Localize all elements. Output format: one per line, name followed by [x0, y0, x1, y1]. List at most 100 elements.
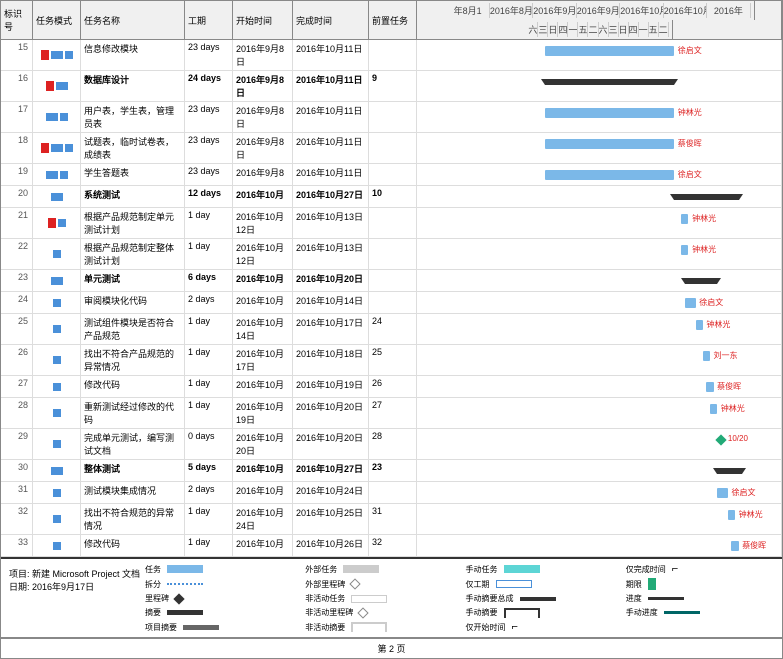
task-start[interactable]: 2016年10月17日 — [233, 345, 293, 375]
task-row[interactable]: 17 用户表，学生表，管理员表 23 days 2016年9月8日 2016年1… — [1, 102, 782, 133]
task-row[interactable]: 25 测试组件模块是否符合产品规范 1 day 2016年10月14日 2016… — [1, 314, 782, 345]
task-pred[interactable] — [369, 292, 417, 313]
task-pred[interactable]: 10 — [369, 186, 417, 207]
task-end[interactable]: 2016年10月11日 — [293, 133, 369, 163]
task-row[interactable]: 31 测试模块集成情况 2 days 2016年10月 2016年10月24日 … — [1, 482, 782, 504]
task-start[interactable]: 2016年10月19日 — [233, 398, 293, 428]
task-start[interactable]: 2016年9月8日 — [233, 40, 293, 70]
task-name[interactable]: 根据产品规范制定整体测试计划 — [81, 239, 185, 269]
task-pred[interactable]: 9 — [369, 71, 417, 101]
task-end[interactable]: 2016年10月11日 — [293, 40, 369, 70]
task-name[interactable]: 找出不符合规范的异常情况 — [81, 504, 185, 534]
task-name[interactable]: 数据库设计 — [81, 71, 185, 101]
task-duration[interactable]: 2 days — [185, 292, 233, 313]
task-row[interactable]: 27 修改代码 1 day 2016年10月 2016年10月19日 26 蔡俊… — [1, 376, 782, 398]
task-duration[interactable]: 1 day — [185, 239, 233, 269]
task-duration[interactable]: 2 days — [185, 482, 233, 503]
header-mode[interactable]: 任务模式 — [33, 1, 81, 39]
task-start[interactable]: 2016年10月14日 — [233, 314, 293, 344]
task-pred[interactable]: 31 — [369, 504, 417, 534]
task-duration[interactable]: 24 days — [185, 71, 233, 101]
task-pred[interactable]: 23 — [369, 460, 417, 481]
task-pred[interactable]: 24 — [369, 314, 417, 344]
task-pred[interactable] — [369, 133, 417, 163]
task-row[interactable]: 22 根据产品规范制定整体测试计划 1 day 2016年10月12日 2016… — [1, 239, 782, 270]
task-pred[interactable] — [369, 208, 417, 238]
gantt-cell[interactable]: 钟林光 — [417, 314, 782, 344]
task-name[interactable]: 试题表，临时试卷表，成绩表 — [81, 133, 185, 163]
task-pred[interactable] — [369, 482, 417, 503]
task-name[interactable]: 修改代码 — [81, 376, 185, 397]
task-pred[interactable]: 25 — [369, 345, 417, 375]
task-start[interactable]: 2016年10月12日 — [233, 239, 293, 269]
header-id[interactable]: 标识号 — [1, 1, 33, 39]
task-row[interactable]: 32 找出不符合规范的异常情况 1 day 2016年10月24日 2016年1… — [1, 504, 782, 535]
task-row[interactable]: 28 重新测试经过修改的代码 1 day 2016年10月19日 2016年10… — [1, 398, 782, 429]
task-end[interactable]: 2016年10月11日 — [293, 164, 369, 185]
task-start[interactable]: 2016年9月8 — [233, 164, 293, 185]
task-start[interactable]: 2016年9月8日 — [233, 102, 293, 132]
task-name[interactable]: 单元测试 — [81, 270, 185, 291]
gantt-cell[interactable]: 10/20 — [417, 429, 782, 459]
task-pred[interactable]: 26 — [369, 376, 417, 397]
task-name[interactable]: 系统测试 — [81, 186, 185, 207]
task-start[interactable]: 2016年10月 — [233, 292, 293, 313]
task-start[interactable]: 2016年10月 — [233, 186, 293, 207]
task-row[interactable]: 19 学生答题表 23 days 2016年9月8 2016年10月11日 徐启… — [1, 164, 782, 186]
task-start[interactable]: 2016年10月 — [233, 460, 293, 481]
gantt-cell[interactable]: 徐启文 — [417, 40, 782, 70]
task-row[interactable]: 16 数据库设计 24 days 2016年9月8日 2016年10月11日 9 — [1, 71, 782, 102]
task-end[interactable]: 2016年10月11日 — [293, 71, 369, 101]
header-name[interactable]: 任务名称 — [81, 1, 185, 39]
task-end[interactable]: 2016年10月11日 — [293, 102, 369, 132]
task-end[interactable]: 2016年10月13日 — [293, 239, 369, 269]
header-start[interactable]: 开始时间 — [233, 1, 293, 39]
gantt-cell[interactable]: 蔡俊晖 — [417, 376, 782, 397]
task-end[interactable]: 2016年10月17日 — [293, 314, 369, 344]
task-duration[interactable]: 1 day — [185, 345, 233, 375]
task-pred[interactable] — [369, 40, 417, 70]
task-end[interactable]: 2016年10月20日 — [293, 429, 369, 459]
header-duration[interactable]: 工期 — [185, 1, 233, 39]
task-name[interactable]: 测试组件模块是否符合产品规范 — [81, 314, 185, 344]
task-name[interactable]: 完成单元测试，编写测试文档 — [81, 429, 185, 459]
task-name[interactable]: 信息修改模块 — [81, 40, 185, 70]
task-end[interactable]: 2016年10月13日 — [293, 208, 369, 238]
task-end[interactable]: 2016年10月19日 — [293, 376, 369, 397]
task-start[interactable]: 2016年10月 — [233, 376, 293, 397]
gantt-cell[interactable]: 钟林光 — [417, 102, 782, 132]
task-row[interactable]: 26 找出不符合产品规范的异常情况 1 day 2016年10月17日 2016… — [1, 345, 782, 376]
task-start[interactable]: 2016年10月24日 — [233, 504, 293, 534]
gantt-cell[interactable]: 蔡俊晖 — [417, 133, 782, 163]
gantt-cell[interactable]: 徐启文 — [417, 292, 782, 313]
task-row[interactable]: 20 系统测试 12 days 2016年10月 2016年10月27日 10 — [1, 186, 782, 208]
task-row[interactable]: 21 根据产品规范制定单元测试计划 1 day 2016年10月12日 2016… — [1, 208, 782, 239]
task-duration[interactable]: 12 days — [185, 186, 233, 207]
task-end[interactable]: 2016年10月20日 — [293, 270, 369, 291]
task-duration[interactable]: 23 days — [185, 40, 233, 70]
task-pred[interactable] — [369, 102, 417, 132]
header-pred[interactable]: 前置任务 — [369, 1, 417, 39]
task-row[interactable]: 24 审阅模块化代码 2 days 2016年10月 2016年10月14日 徐… — [1, 292, 782, 314]
task-name[interactable]: 整体测试 — [81, 460, 185, 481]
task-row[interactable]: 23 单元测试 6 days 2016年10月 2016年10月20日 — [1, 270, 782, 292]
task-end[interactable]: 2016年10月14日 — [293, 292, 369, 313]
task-start[interactable]: 2016年10月 — [233, 482, 293, 503]
task-pred[interactable] — [369, 270, 417, 291]
gantt-cell[interactable]: 钟林光 — [417, 398, 782, 428]
header-end[interactable]: 完成时间 — [293, 1, 369, 39]
task-end[interactable]: 2016年10月24日 — [293, 482, 369, 503]
task-pred[interactable] — [369, 239, 417, 269]
task-duration[interactable]: 1 day — [185, 376, 233, 397]
task-name[interactable]: 找出不符合产品规范的异常情况 — [81, 345, 185, 375]
gantt-cell[interactable]: 钟林光 — [417, 504, 782, 534]
task-name[interactable]: 用户表，学生表，管理员表 — [81, 102, 185, 132]
task-pred[interactable]: 28 — [369, 429, 417, 459]
task-duration[interactable]: 6 days — [185, 270, 233, 291]
task-end[interactable]: 2016年10月27日 — [293, 186, 369, 207]
task-duration[interactable]: 0 days — [185, 429, 233, 459]
gantt-cell[interactable] — [417, 270, 782, 291]
task-end[interactable]: 2016年10月18日 — [293, 345, 369, 375]
task-start[interactable]: 2016年9月8日 — [233, 71, 293, 101]
task-row[interactable]: 30 整体测试 5 days 2016年10月 2016年10月27日 23 — [1, 460, 782, 482]
